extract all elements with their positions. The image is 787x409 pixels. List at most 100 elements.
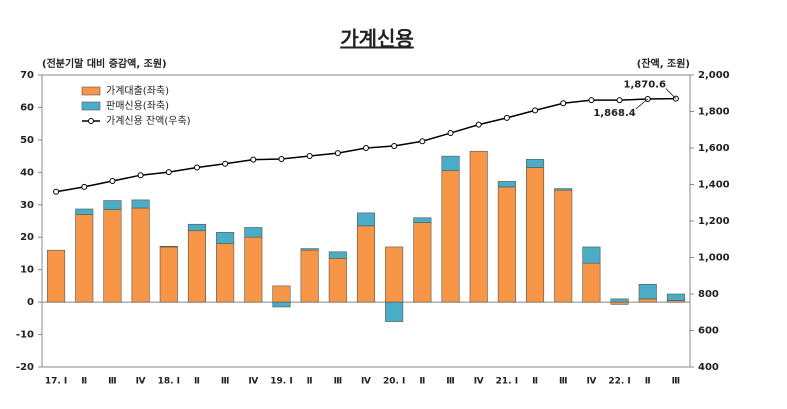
x-tick-label: Ⅱ: [532, 377, 538, 387]
x-tick-label: 19. Ⅰ: [270, 377, 292, 387]
bar: [610, 301, 629, 305]
y-axis-label: (전분기말 대비 증감액, 조원): [42, 57, 167, 70]
bar: [300, 248, 319, 251]
bar: [638, 298, 657, 303]
bar: [441, 155, 460, 172]
bar: [554, 188, 573, 191]
x-tick-label: 20. Ⅰ: [383, 377, 405, 387]
bar: [75, 214, 94, 303]
bar: [159, 246, 178, 248]
bar: [441, 170, 460, 303]
y2-tick-label: 1,400: [698, 180, 730, 191]
line-marker: [560, 100, 567, 107]
x-tick-label: 17. Ⅰ: [45, 377, 67, 387]
x-tick-label: Ⅱ: [81, 377, 87, 387]
bar: [159, 246, 178, 303]
y-tick-label: 0: [27, 297, 34, 308]
bar: [497, 186, 516, 303]
y-tick-label: 60: [20, 102, 34, 113]
x-tick-label: Ⅲ: [108, 377, 117, 387]
x-tick-label: Ⅱ: [194, 377, 200, 387]
bar: [356, 225, 376, 303]
x-tick-label: Ⅱ: [307, 377, 313, 387]
y-tick-label: 10: [20, 265, 34, 276]
legend-swatch: [81, 86, 101, 96]
x-tick-label: Ⅳ: [474, 377, 484, 387]
bar: [610, 298, 629, 303]
bar: [328, 258, 347, 303]
line-marker: [53, 188, 60, 195]
line-marker: [250, 156, 257, 163]
x-tick-label: Ⅲ: [559, 377, 568, 387]
bar: [216, 232, 235, 245]
y-tick-label: 70: [20, 70, 34, 81]
line-marker: [616, 97, 623, 104]
line-marker: [363, 145, 369, 151]
bar: [413, 222, 432, 303]
legend-swatch: [81, 101, 101, 111]
line-marker: [278, 155, 285, 162]
y2-tick-label: 1,200: [698, 216, 730, 227]
line-marker: [81, 183, 88, 190]
y-tick-label: 20: [20, 232, 34, 243]
line-marker: [588, 97, 595, 104]
y2-axis-label: (잔액, 조원): [637, 57, 690, 70]
x-tick-label: Ⅱ: [645, 377, 651, 387]
y2-tick-label: 1,000: [698, 253, 730, 264]
y-tick-label: 30: [20, 200, 34, 211]
legend-label: 판매신용(좌축): [106, 100, 169, 112]
legend-label: 가계신용 잔액(우축): [106, 115, 191, 127]
bar: [526, 159, 545, 168]
line-marker: [306, 153, 313, 160]
bar: [216, 243, 235, 303]
bar: [244, 227, 263, 238]
x-tick-label: Ⅲ: [221, 377, 230, 387]
bar: [497, 181, 516, 188]
y2-tick-label: 2,000: [698, 70, 730, 81]
x-tick-label: 22. Ⅰ: [608, 377, 630, 387]
line-marker: [503, 114, 510, 121]
leader-line: [665, 88, 677, 99]
bar: [356, 212, 376, 227]
bar: [328, 251, 347, 259]
line-marker: [222, 160, 229, 167]
x-tick-label: Ⅳ: [586, 377, 596, 387]
value-label: 1,868.4: [593, 108, 635, 119]
y2-tick-label: 1,600: [698, 143, 730, 154]
y-tick-label: 40: [20, 167, 34, 178]
line-marker: [165, 169, 172, 176]
x-tick-label: Ⅱ: [419, 377, 425, 387]
bar: [187, 230, 206, 303]
y2-tick-label: 1,800: [698, 107, 730, 118]
bar: [582, 246, 601, 264]
y-tick-label: -20: [16, 362, 34, 373]
x-tick-label: 21. Ⅰ: [496, 377, 518, 387]
bar: [413, 217, 432, 223]
y2-tick-label: 800: [698, 289, 719, 300]
legend-label: 가계대출(좌축): [106, 85, 169, 97]
bar: [554, 189, 573, 303]
bar: [272, 285, 291, 303]
x-tick-label: 18. Ⅰ: [158, 377, 180, 387]
bar: [469, 150, 488, 303]
value-label: 1,870.6: [624, 80, 666, 91]
bar: [131, 207, 150, 303]
line-marker: [109, 178, 116, 185]
x-tick-label: Ⅲ: [672, 377, 681, 387]
line-marker: [334, 150, 341, 157]
bar: [47, 249, 66, 303]
line-marker: [193, 164, 200, 171]
leader-line: [635, 98, 648, 110]
line-marker: [447, 130, 454, 137]
y-tick-label: 50: [20, 135, 34, 146]
bar: [75, 208, 94, 215]
bar: [131, 199, 150, 209]
line-marker: [419, 138, 426, 145]
bar: [666, 293, 685, 301]
x-tick-label: Ⅲ: [334, 377, 343, 387]
line-marker: [391, 142, 398, 149]
y-tick-label: -10: [16, 330, 34, 341]
bar: [103, 200, 122, 210]
x-tick-label: Ⅳ: [248, 377, 258, 387]
